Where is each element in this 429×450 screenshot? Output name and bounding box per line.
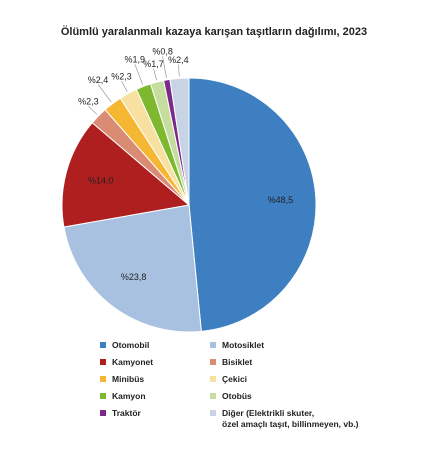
data-label: %2,4 [168,55,189,65]
data-label: %1,9 [125,54,146,64]
legend: Otomobil Motosiklet Kamyonet Bisiklet Minibü… [100,340,360,430]
legend-swatch [100,359,106,365]
legend-swatch [100,393,106,399]
legend-label: Kamyonet [112,357,154,367]
legend-item: Çekici [210,374,360,385]
leader-line [97,84,112,103]
legend-item: Otomobil [100,340,210,351]
data-label: %48,5 [268,195,294,205]
pie-slice [188,77,317,332]
pie-slice [169,77,190,206]
data-label: %0,8 [152,47,173,57]
data-label: %2,4 [88,75,109,85]
leader-line [153,68,157,81]
legend-item: Traktör [100,408,210,430]
chart-title: Ölümlü yaralanmalı kazaya karışan taşıtl… [61,25,367,38]
leader-line [162,56,167,79]
legend-label: Otomobil [112,340,150,350]
legend-item: Motosiklet [210,340,360,351]
data-label: %2,3 [78,97,99,107]
chart: Ölümlü yaralanmalı kazaya karışan taşıtl… [61,25,367,333]
leader-line [88,105,98,115]
legend-swatch [100,410,106,416]
legend-item: Otobüs [210,391,360,402]
legend-swatch [100,342,106,348]
legend-item: Kamyonet [100,357,210,368]
legend-swatch [210,342,216,348]
legend-item: Bisiklet [210,357,360,368]
legend-label: Kamyon [112,391,146,401]
legend-swatch [210,359,216,365]
data-label: %14,0 [88,175,114,185]
legend-swatch [210,410,216,416]
leader-line [134,63,143,85]
legend-swatch [210,376,216,382]
legend-item: Diğer (Elektrikli skuter, özel amaçlı ta… [210,408,360,430]
legend-item: Kamyon [100,391,210,402]
leader-line [178,64,180,77]
legend-label: Minibüs [112,374,145,384]
pie-slice [61,122,191,228]
legend-label: Çekici [222,374,248,384]
legend-swatch [100,376,106,382]
legend-swatch [210,393,216,399]
legend-label: Diğer (Elektrikli skuter, özel amaçlı ta… [222,408,359,429]
legend-label: Motosiklet [222,340,265,350]
data-label: %23,8 [121,272,147,282]
legend-label: Otobüs [222,391,252,401]
pie-slice [63,204,202,333]
legend-label: Traktör [112,408,141,418]
legend-item: Minibüs [100,374,210,385]
leader-line [121,81,128,92]
data-label: %2,3 [111,72,132,82]
data-label: %1,7 [143,59,164,69]
legend-label: Bisiklet [222,357,253,367]
